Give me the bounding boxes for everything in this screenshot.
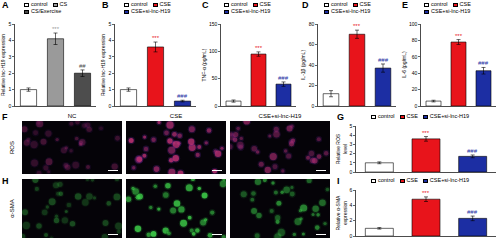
svg-text:0: 0 [350, 169, 353, 175]
html-text:CSE: CSE [259, 1, 271, 7]
svg-text:6: 6 [350, 187, 353, 193]
html-text:NC: NC [67, 113, 77, 119]
svg-text:0: 0 [109, 103, 112, 109]
html-text:D: D [302, 0, 309, 10]
svg-text:TNF-α (pg/mL): TNF-α (pg/mL) [201, 48, 207, 81]
html-text:α-SMA: α-SMA [8, 199, 15, 218]
html-text:I: I [337, 176, 340, 186]
svg-text:###: ### [478, 60, 489, 66]
svg-text:0: 0 [350, 233, 353, 239]
svg-text:50: 50 [212, 75, 218, 81]
svg-text:4: 4 [350, 202, 353, 208]
svg-text:100: 100 [209, 48, 218, 54]
svg-text:###: ### [278, 75, 289, 81]
html-text:G: G [337, 112, 344, 122]
svg-text:3: 3 [109, 54, 112, 60]
html-text:ROS: ROS [8, 141, 15, 154]
html-text:control: control [378, 177, 395, 183]
svg-text:3: 3 [350, 141, 353, 147]
html-text:H: H [2, 176, 9, 186]
svg-text:60: 60 [412, 54, 418, 60]
svg-text:IL-1β (pg/mL): IL-1β (pg/mL) [300, 50, 306, 80]
html-text:CSE+si-lnc-H19: CSE+si-lnc-H19 [429, 177, 470, 183]
svg-text:4: 4 [350, 132, 353, 138]
html-text:CSE+si-lnc-H19: CSE+si-lnc-H19 [258, 113, 302, 119]
svg-text:IL-6 (pg/mL): IL-6 (pg/mL) [401, 51, 407, 79]
html-text:control: control [31, 1, 48, 7]
svg-text:0: 0 [9, 103, 12, 109]
html-text:CS: CS [59, 1, 68, 7]
html-text:CS/Exercise: CS/Exercise [31, 8, 62, 14]
svg-text:Relative lnc-H19 expression: Relative lnc-H19 expression [100, 34, 106, 96]
svg-text:***: *** [422, 130, 430, 136]
html-text:control: control [378, 113, 395, 119]
html-text:CSE+si-lnc-H19: CSE+si-lnc-H19 [331, 8, 371, 14]
html-text:control: control [331, 1, 348, 7]
svg-text:4: 4 [109, 37, 112, 43]
html-text:CSE: CSE [169, 113, 183, 119]
svg-text:***: *** [455, 33, 463, 39]
svg-text:80: 80 [309, 21, 315, 27]
html-text:F: F [2, 112, 8, 122]
svg-text:2: 2 [350, 150, 353, 156]
svg-text:###: ### [467, 209, 478, 215]
svg-text:3: 3 [9, 54, 12, 60]
svg-text:***: *** [152, 35, 160, 41]
svg-text:1: 1 [109, 86, 112, 92]
svg-text:2: 2 [350, 217, 353, 223]
html-text:A: A [2, 0, 9, 10]
svg-text:###: ### [467, 148, 478, 154]
html-text:control: control [231, 1, 248, 7]
svg-text:###: ### [177, 93, 188, 99]
svg-text:80: 80 [412, 37, 418, 43]
html-text:CSE: CSE [159, 1, 171, 7]
svg-text:Relative lnc-H19 expression: Relative lnc-H19 expression [0, 34, 6, 96]
html-text:CSE+si-lnc-H19: CSE+si-lnc-H19 [231, 8, 271, 14]
html-text:C: C [202, 0, 209, 10]
svg-text:40: 40 [309, 62, 315, 68]
html-text:CSE+si-lnc-H19: CSE+si-lnc-H19 [429, 113, 470, 119]
svg-text:***: *** [422, 190, 430, 196]
html-text:CSE: CSE [459, 1, 471, 7]
svg-text:40: 40 [412, 70, 418, 76]
svg-text:***: *** [52, 26, 60, 32]
html-text:B: B [102, 0, 109, 10]
svg-text:###: ### [378, 57, 389, 63]
svg-text:5: 5 [9, 21, 12, 27]
html-text:CSE: CSE [406, 113, 418, 119]
svg-text:1: 1 [9, 86, 12, 92]
html-text:E: E [402, 0, 408, 10]
svg-text:5: 5 [109, 21, 112, 27]
svg-text:20: 20 [412, 86, 418, 92]
svg-text:1: 1 [350, 160, 353, 166]
svg-text:2: 2 [109, 70, 112, 76]
html-text:control: control [131, 1, 148, 7]
svg-text:2: 2 [9, 70, 12, 76]
svg-text:60: 60 [309, 41, 315, 47]
svg-text:***: *** [353, 23, 361, 29]
svg-text:20: 20 [309, 82, 315, 88]
svg-text:0: 0 [312, 103, 315, 109]
svg-text:100: 100 [409, 21, 418, 27]
svg-text:##: ## [79, 63, 86, 69]
svg-text:Relative ROSlevel: Relative ROSlevel [335, 133, 348, 164]
html-text:CSE: CSE [359, 1, 371, 7]
html-text:CSE: CSE [406, 177, 418, 183]
svg-text:5: 5 [350, 123, 353, 129]
html-text:control: control [431, 1, 448, 7]
svg-text:150: 150 [209, 21, 218, 27]
svg-text:4: 4 [9, 37, 12, 43]
svg-text:***: *** [255, 45, 263, 51]
svg-text:0: 0 [215, 103, 218, 109]
html-text:CSE+si-lnc-H19: CSE+si-lnc-H19 [431, 8, 471, 14]
svg-text:Relative α-SMAexpression: Relative α-SMAexpression [335, 195, 348, 231]
html-text:CSE+si-lnc-H19: CSE+si-lnc-H19 [131, 8, 171, 14]
svg-text:0: 0 [415, 103, 418, 109]
